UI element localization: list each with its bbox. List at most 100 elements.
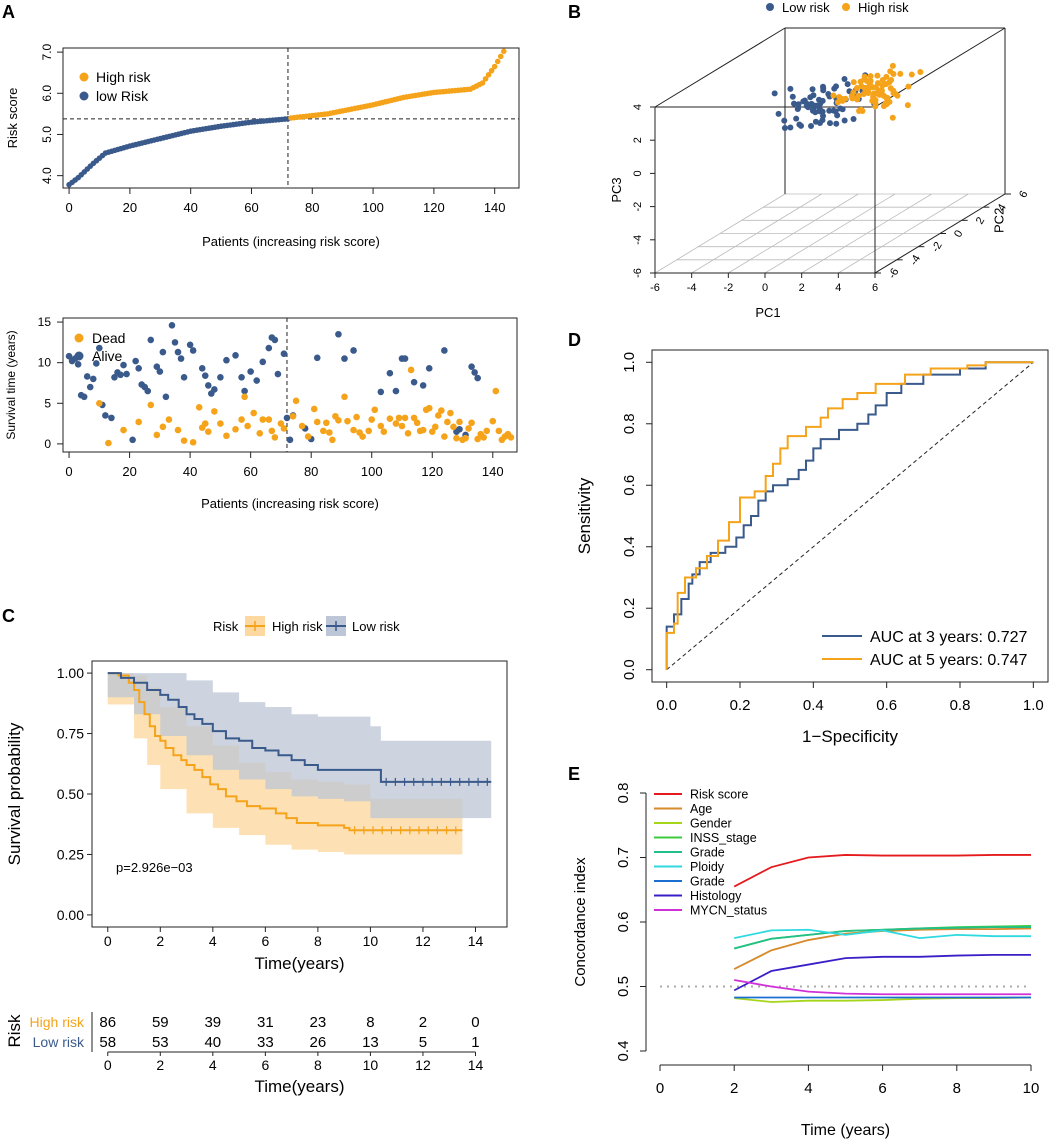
dead-point: [244, 422, 251, 430]
x-tick-label: 40: [183, 200, 197, 215]
x-axis-label: Patients (increasing risk score): [202, 234, 380, 249]
dead-point: [353, 413, 360, 421]
dead-point: [223, 432, 230, 440]
y-axis-label: Risk score: [5, 88, 20, 149]
panel-label-e: E: [568, 764, 580, 784]
legend-label: Age: [690, 802, 712, 816]
high-risk-point: [890, 90, 897, 97]
dead-point: [474, 435, 481, 443]
alive-point: [96, 344, 103, 352]
alive-point: [201, 372, 209, 379]
dead-point: [159, 423, 167, 431]
x-tick-label: 120: [421, 464, 443, 479]
alive-point: [253, 377, 261, 384]
alive-point: [410, 378, 418, 386]
high-risk-point: [883, 73, 890, 80]
risk-table-cell: 23: [310, 1014, 327, 1031]
alive-point: [156, 368, 164, 375]
alive-point: [419, 382, 427, 389]
dead-point: [419, 426, 427, 434]
alive-point: [186, 341, 194, 349]
legend-alive-marker: [74, 351, 84, 361]
legend-alive-label: Alive: [92, 348, 123, 364]
alive-point: [162, 393, 170, 401]
dead-point: [326, 429, 333, 436]
legend-label: Risk score: [690, 788, 748, 802]
x-tick-label: 4: [835, 282, 841, 294]
y-tick-label: 5.0: [40, 126, 54, 143]
y-axis-label: Survival probability: [5, 722, 24, 865]
x-tick-label: 80: [305, 200, 319, 215]
dead-point: [250, 409, 257, 417]
dead-point: [256, 430, 264, 437]
high-risk-curve: [107, 672, 463, 832]
low-risk-point: [816, 120, 823, 127]
alive-point: [223, 356, 230, 364]
low-risk-point: [841, 117, 848, 124]
high-risk-point: [485, 71, 492, 78]
alive-point: [144, 387, 152, 395]
legend-label: Gender: [690, 817, 732, 831]
legend-title: Risk: [213, 619, 239, 634]
legend-label: INSS_stage: [690, 831, 757, 845]
x-tick-label: 6: [872, 282, 878, 294]
plot-frame: [62, 47, 520, 189]
dead-point: [217, 420, 224, 427]
legend-label: Grade: [690, 875, 725, 889]
risk-table-cell: 26: [310, 1034, 327, 1051]
low-risk-point: [805, 104, 812, 111]
series-line: [733, 854, 1031, 888]
dead-point: [386, 415, 394, 423]
series-line: [734, 979, 1031, 996]
risk-table-row-label: High risk: [30, 1014, 85, 1030]
dead-point: [398, 422, 406, 430]
risk-table-x-tick-label: 10: [363, 1057, 379, 1073]
risk-table-x-tick-label: 8: [314, 1057, 322, 1073]
x-tick-label: 10: [1023, 1080, 1040, 1097]
low-risk-point: [809, 86, 816, 93]
series-line: [733, 953, 1031, 992]
dead-point: [268, 427, 276, 435]
risk-score-plot: 0 20 40 60 80 100 120 140 4.0 5.0 6.0 7.0 Patients (…: [5, 43, 520, 249]
y-tick-label: 4.0: [40, 167, 54, 184]
risk-table-cell: 8: [366, 1014, 374, 1031]
y-tick-label: -6: [886, 266, 901, 280]
y-tick-label: 2: [974, 215, 987, 226]
x-tick-label: 4: [209, 933, 217, 949]
panel-label-b: B: [568, 2, 581, 22]
high-risk-point: [501, 48, 507, 55]
alive-point: [377, 388, 385, 396]
dead-point: [201, 420, 209, 427]
legend-dead-marker: [74, 333, 84, 343]
alive-point: [111, 373, 118, 381]
y-tick-label: 0.0: [621, 659, 638, 680]
dead-point: [492, 387, 500, 395]
alive-point: [271, 336, 279, 344]
dead-point: [259, 416, 267, 423]
risk-table-cell: 1: [471, 1034, 479, 1051]
dead-point: [280, 425, 288, 432]
plot-frame: [62, 317, 518, 453]
z-axis-label: PC3: [609, 177, 624, 202]
high-risk-point: [857, 78, 864, 85]
alive-point: [65, 352, 73, 360]
dead-point: [211, 408, 218, 415]
high-risk-point: [874, 72, 881, 79]
high-risk-point: [834, 99, 841, 106]
legend-label: Grade: [690, 846, 725, 860]
alive-point: [117, 371, 124, 379]
y-tick-label: 0.5: [615, 976, 632, 997]
x-axis-label: Time(years): [254, 954, 344, 973]
low-risk-point: [795, 101, 802, 108]
x-tick-label: 0: [762, 282, 768, 294]
dead-point: [456, 418, 463, 426]
dead-point: [120, 426, 127, 434]
dead-point: [147, 401, 155, 409]
alive-point: [259, 358, 267, 366]
alive-point: [86, 383, 94, 391]
high-risk-point: [830, 92, 837, 99]
high-risk-point: [482, 76, 489, 82]
legend-label: MYCN_status: [690, 904, 767, 918]
legend-low-marker: [79, 91, 89, 101]
y-tick-label: -2: [930, 240, 945, 254]
